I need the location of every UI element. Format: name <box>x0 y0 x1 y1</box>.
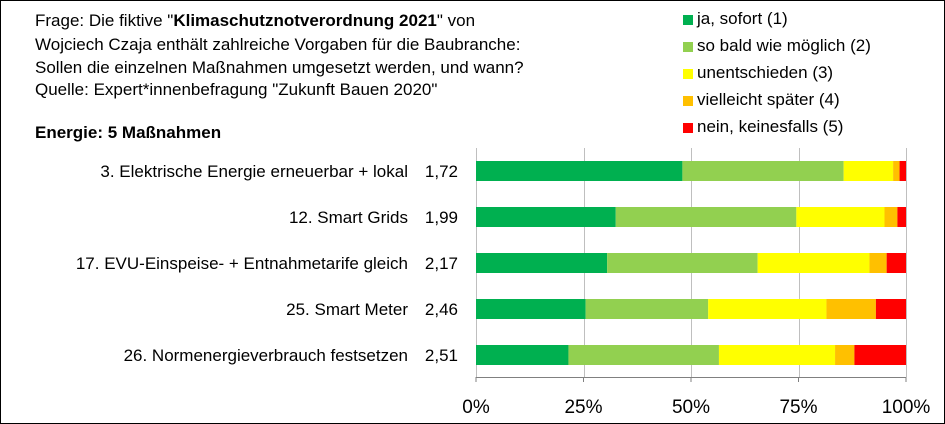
average-label: 2,46 <box>425 300 458 319</box>
bar-segment <box>476 345 569 365</box>
average-label: 2,17 <box>425 254 458 273</box>
legend-label: ja, sofort (1) <box>697 9 788 28</box>
question-line-1: Frage: Die fiktive "Klimaschutznotverord… <box>35 11 476 30</box>
bar-segment <box>897 207 906 227</box>
chart-subtitle: Energie: 5 Maßnahmen <box>35 123 222 142</box>
question-line-3: Sollen die einzelnen Maßnahmen umgesetzt… <box>35 58 524 77</box>
legend-swatch <box>683 96 693 106</box>
bar-segment <box>869 253 887 273</box>
legend-label: so bald wie möglich (2) <box>697 36 871 55</box>
bar-segment <box>718 345 836 365</box>
bar-segment <box>899 161 906 181</box>
bar-segment <box>568 345 719 365</box>
x-tick-label: 50% <box>672 397 710 418</box>
bar-segment <box>884 207 898 227</box>
legend-swatch <box>683 69 693 79</box>
bar-segment <box>893 161 900 181</box>
bar-segment <box>708 299 827 319</box>
bar-segment <box>757 253 870 273</box>
bar-segment <box>682 161 844 181</box>
bar-segment <box>615 207 797 227</box>
source-line: Quelle: Expert*innenbefragung "Zukunft B… <box>35 80 438 99</box>
x-tick-label: 75% <box>779 397 817 418</box>
legend-swatch <box>683 42 693 52</box>
category-label: 17. EVU-Einspeise- + Entnahmetarife glei… <box>76 254 408 273</box>
legend-label: nein, keinesfalls (5) <box>697 117 844 136</box>
bar-segment <box>843 161 894 181</box>
category-label: 12. Smart Grids <box>289 208 408 227</box>
bar-segment <box>826 299 876 319</box>
x-tick-label: 0% <box>462 397 490 418</box>
category-label: 25. Smart Meter <box>286 300 408 319</box>
bar-segment <box>607 253 758 273</box>
average-label: 2,51 <box>425 346 458 365</box>
bar-segment <box>476 253 608 273</box>
legend-label: unentschieden (3) <box>697 63 834 82</box>
average-label: 1,99 <box>425 208 458 227</box>
bar-segment <box>835 345 855 365</box>
legend-label: vielleicht später (4) <box>697 90 840 109</box>
bar-segment <box>476 161 683 181</box>
bar-segment <box>796 207 885 227</box>
x-tick-label: 100% <box>882 397 931 418</box>
category-label: 3. Elektrische Energie erneuerbar + loka… <box>100 162 408 181</box>
average-label: 1,72 <box>425 162 458 181</box>
bar-segment <box>585 299 709 319</box>
bar-segment <box>886 253 906 273</box>
bar-segment <box>476 299 586 319</box>
x-tick-label: 25% <box>564 397 602 418</box>
bar-segment <box>476 207 616 227</box>
legend-swatch <box>683 123 693 133</box>
category-label: 26. Normenergieverbrauch festsetzen <box>124 346 408 365</box>
question-line-2: Wojciech Czaja enthält zahlreiche Vorgab… <box>35 35 521 54</box>
bar-segment <box>854 345 906 365</box>
legend-swatch <box>683 15 693 25</box>
bar-segment <box>875 299 906 319</box>
